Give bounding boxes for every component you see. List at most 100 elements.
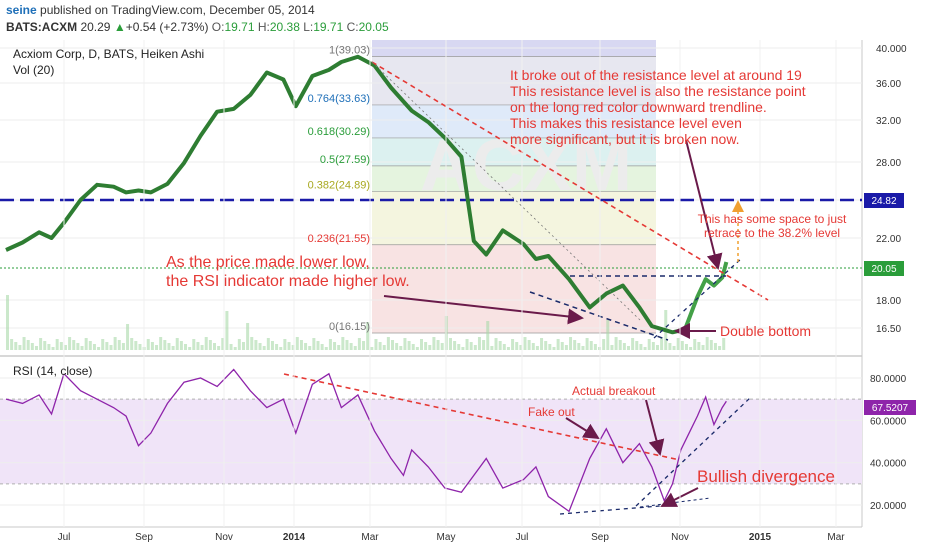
volume-bar xyxy=(213,343,216,350)
volume-bar xyxy=(233,347,237,350)
volume-bar xyxy=(316,341,320,350)
volume-bar xyxy=(225,311,229,350)
rsi-panel-title: RSI (14, close) xyxy=(13,364,92,378)
fib-zone xyxy=(372,165,656,192)
resistance-note-line-4: This makes this resistance level even xyxy=(510,115,742,131)
volume-bar xyxy=(341,337,345,350)
fib-label: 0.382(24.89) xyxy=(308,180,370,192)
time-tick-label: 2014 xyxy=(283,532,306,543)
volume-bar xyxy=(395,343,399,350)
volume-bar xyxy=(10,339,14,350)
price-tick-label: 32.00 xyxy=(876,116,901,127)
volume-bar xyxy=(556,339,560,350)
fib-label: 0.618(30.29) xyxy=(308,126,370,138)
fib-zone xyxy=(372,56,656,105)
volume-bar xyxy=(523,337,527,350)
volume-bar xyxy=(26,340,30,350)
volume-bar xyxy=(610,345,614,350)
volume-bar xyxy=(552,347,556,350)
volume-bar xyxy=(55,339,59,350)
volume-bar xyxy=(217,346,221,350)
price-uptrend-line[interactable] xyxy=(653,257,743,339)
volume-bar xyxy=(121,343,125,350)
last-price-label: 20.05 xyxy=(871,264,896,275)
rsi-support-line[interactable] xyxy=(559,505,661,515)
volume-bar xyxy=(631,338,635,350)
volume-bar xyxy=(581,346,585,350)
volume-bar xyxy=(382,345,386,350)
volume-bar xyxy=(378,342,382,350)
price-tick-label: 28.00 xyxy=(876,158,901,169)
rsi-downtrend-line[interactable] xyxy=(283,373,681,461)
open-label: O: xyxy=(211,20,225,34)
volume-bar xyxy=(498,341,502,350)
time-tick-label: Mar xyxy=(827,532,845,543)
volume-bar xyxy=(428,345,432,350)
last-price-tag xyxy=(864,261,904,276)
price-support-line[interactable] xyxy=(529,291,669,341)
volume-bar xyxy=(502,344,506,350)
symbol: BATS:ACXM xyxy=(6,20,78,34)
fake-out-label: Fake out xyxy=(528,405,575,419)
time-tick-label: Sep xyxy=(135,532,153,543)
volume-bar xyxy=(258,343,262,350)
fib-zone xyxy=(372,244,656,333)
volume-bar xyxy=(639,344,643,350)
price-panel-title: Acxiom Corp, D, BATS, Heiken Ashi xyxy=(13,47,204,61)
volume-bar xyxy=(515,342,519,350)
volume-bar xyxy=(68,337,72,350)
volume-bar xyxy=(76,343,80,350)
fib-label: 0.5(27.59) xyxy=(320,154,370,166)
volume-label: Vol (20) xyxy=(13,63,54,77)
volume-bar xyxy=(275,344,279,350)
volume-bar xyxy=(593,344,597,350)
publish-info: seine published on TradingView.com, Dece… xyxy=(6,3,315,17)
fibonacci-labels: 1(39.03) 0.764(33.63) 0.618(30.29) 0.5(27.5… xyxy=(308,44,370,333)
volume-bar xyxy=(208,340,212,350)
rsi-tick-label: 40.0000 xyxy=(870,459,907,470)
price-series-line-recent xyxy=(683,261,729,331)
volume-bar xyxy=(457,344,461,350)
gray-trend-line[interactable] xyxy=(371,61,641,321)
double-bottom-label: Double bottom xyxy=(720,323,811,339)
rsi-tick-label: 60.0000 xyxy=(870,416,907,427)
rsi-axis: 80.0000 60.0000 40.0000 20.0000 xyxy=(870,374,907,512)
volume-bar xyxy=(279,347,283,350)
volume-bar xyxy=(602,339,606,350)
volume-bar xyxy=(101,339,105,350)
high-label: H: xyxy=(257,20,270,34)
rsi-tick-label: 80.0000 xyxy=(870,374,907,385)
rsi-uptrend-line[interactable] xyxy=(635,397,751,507)
fib-label: 1(39.03) xyxy=(329,44,370,56)
volume-bar xyxy=(92,344,96,350)
volume-bar xyxy=(196,342,200,350)
price-change: +0.54 (+2.73%) xyxy=(125,20,209,34)
rsi-note-line-2: the RSI indicator made higher low. xyxy=(166,273,410,290)
volume-bar xyxy=(606,320,610,350)
volume-bar xyxy=(506,347,510,350)
volume-bar xyxy=(353,346,357,350)
volume-bar xyxy=(589,341,593,350)
publisher-name[interactable]: seine xyxy=(6,3,37,17)
volume-bar xyxy=(59,342,63,350)
volume-bar xyxy=(312,338,316,350)
volume-bar xyxy=(411,344,415,350)
rsi-value-label: 67.5207 xyxy=(872,403,909,414)
volume-bar xyxy=(718,346,722,350)
volume-bar xyxy=(432,337,436,350)
volume-bar xyxy=(651,342,655,350)
volume-bar xyxy=(283,339,287,350)
volume-bar xyxy=(531,343,535,350)
volume-bar xyxy=(407,341,411,350)
volume-bar xyxy=(548,344,552,350)
volume-bar xyxy=(204,337,208,350)
space-note-line-2: retrace to the 38.2% level xyxy=(704,226,840,240)
volume-bar xyxy=(569,337,573,350)
volume-bar xyxy=(175,338,179,350)
volume-bar xyxy=(163,340,167,350)
volume-bar xyxy=(254,340,258,350)
rsi-note: As the price made lower low, the RSI ind… xyxy=(166,254,410,290)
chart-header: seine published on TradingView.com, Dece… xyxy=(0,0,932,40)
volume-bar xyxy=(519,345,523,350)
